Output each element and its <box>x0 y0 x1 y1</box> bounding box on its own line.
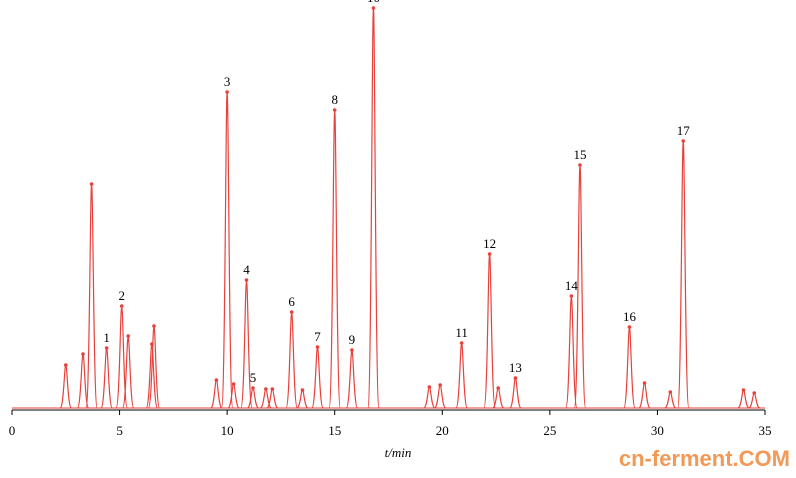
peak <box>423 386 436 409</box>
peak-apex <box>496 386 501 390</box>
peak-apex <box>152 324 156 328</box>
peak-apex <box>231 382 236 386</box>
peak <box>509 377 522 409</box>
peak-label: 12 <box>483 236 496 251</box>
peak <box>227 383 240 409</box>
peak <box>210 379 223 409</box>
peak-label: 8 <box>331 92 338 107</box>
x-tick-label: 30 <box>651 423 664 438</box>
peak <box>737 389 750 409</box>
peak <box>328 109 341 409</box>
peak <box>623 326 636 409</box>
peak <box>433 384 447 409</box>
peak-apex <box>81 352 85 356</box>
peak-apex <box>225 90 229 94</box>
peak-apex <box>569 294 574 298</box>
peak-apex <box>459 341 464 345</box>
peak <box>115 305 128 409</box>
peak-apex <box>487 252 492 256</box>
peak <box>240 279 253 409</box>
peak-apex <box>264 387 268 391</box>
peak <box>220 91 234 409</box>
peak-label: 1 <box>103 330 110 345</box>
peak <box>345 349 359 409</box>
peak-apex <box>627 325 632 329</box>
peak-apex <box>427 385 432 389</box>
x-tick-label: 15 <box>328 423 341 438</box>
peak <box>455 342 468 409</box>
peak-apex <box>578 163 582 167</box>
peak-label: 6 <box>288 294 295 309</box>
peak-label: 10 <box>367 0 380 5</box>
peak <box>100 347 113 409</box>
peak-label: 17 <box>677 123 691 138</box>
peak-apex <box>513 376 518 380</box>
x-tick-label: 0 <box>9 423 16 438</box>
peak-apex <box>89 182 94 186</box>
peak <box>367 7 380 409</box>
peak <box>664 391 677 409</box>
peak-apex <box>63 363 68 367</box>
peak <box>85 183 98 409</box>
x-axis-label: t/min <box>385 445 412 460</box>
peak-label: 15 <box>573 147 586 162</box>
peak-apex <box>438 383 442 387</box>
peak <box>748 392 761 409</box>
x-tick-label: 35 <box>759 423 772 438</box>
peak-label: 13 <box>509 360 522 375</box>
peak-label: 3 <box>224 74 231 89</box>
watermark: cn-ferment.COM <box>619 446 790 471</box>
peak-apex <box>289 310 294 314</box>
peak-apex <box>126 334 130 338</box>
peak-label: 4 <box>243 262 250 277</box>
peak-apex <box>270 387 275 391</box>
peak <box>247 387 259 409</box>
peak-apex <box>741 388 746 392</box>
peak <box>638 382 651 409</box>
peak <box>285 311 298 409</box>
peak-apex <box>251 386 255 390</box>
peak-apex <box>681 139 686 143</box>
peak-label: 7 <box>314 329 321 344</box>
peak-apex <box>371 6 376 10</box>
x-tick-label: 5 <box>116 423 123 438</box>
peak <box>296 389 309 409</box>
x-tick-label: 25 <box>543 423 556 438</box>
peak <box>311 346 324 409</box>
peak-label: 11 <box>455 325 468 340</box>
peak-apex <box>752 391 757 395</box>
peak-apex <box>315 345 320 349</box>
x-tick-label: 20 <box>436 423 449 438</box>
peak-label: 5 <box>250 370 257 385</box>
x-tick-label: 10 <box>221 423 234 438</box>
peak <box>565 295 578 409</box>
peak-label: 16 <box>623 309 637 324</box>
peak-apex <box>244 278 249 282</box>
peak <box>59 364 72 409</box>
peak <box>677 140 690 409</box>
peak-apex <box>350 348 354 352</box>
peak-apex <box>332 108 337 112</box>
peak-apex <box>119 304 124 308</box>
peak-apex <box>104 346 109 350</box>
peak-label: 2 <box>118 288 125 303</box>
peak-label: 9 <box>349 332 356 347</box>
peak <box>483 253 496 409</box>
peak-apex <box>642 381 647 385</box>
peak-apex <box>300 388 305 392</box>
peak <box>492 387 505 409</box>
peak-apex <box>214 378 219 382</box>
peak-label: 14 <box>565 278 579 293</box>
peak-apex <box>668 390 673 394</box>
